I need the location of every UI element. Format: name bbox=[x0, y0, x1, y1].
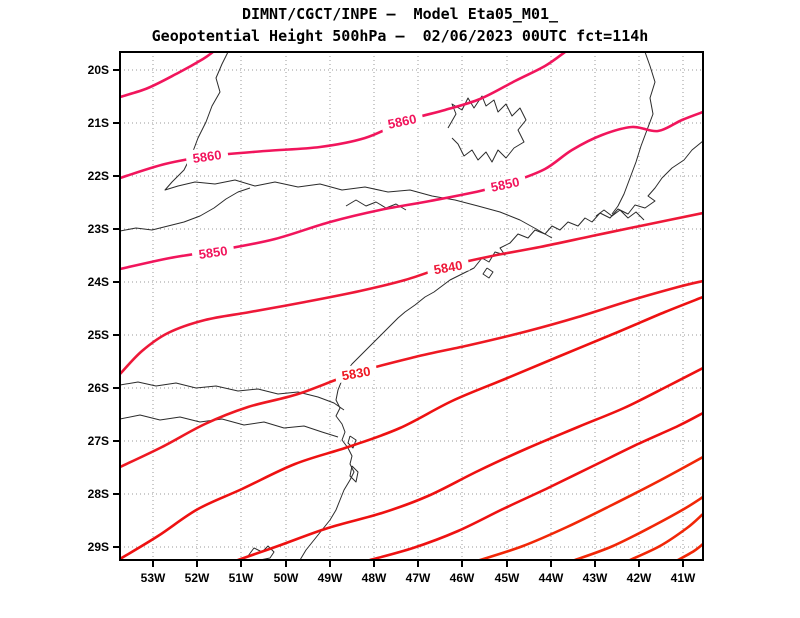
contour-label-text: 5840 bbox=[433, 258, 464, 278]
contour-line-5790 bbox=[478, 455, 703, 560]
y-tick-label: 26S bbox=[88, 381, 109, 395]
island-florianopolis bbox=[349, 465, 359, 483]
reservoir-furnas bbox=[447, 95, 527, 163]
contour-label-5860: 5860 bbox=[185, 145, 229, 166]
y-tick-label: 21S bbox=[88, 116, 109, 130]
contour-label-text: 5830 bbox=[341, 364, 372, 384]
plot-area: 5860 5860 5850 5850 5840 5830 bbox=[120, 52, 703, 560]
x-tick-label: 42W bbox=[627, 571, 652, 585]
x-tick-label: 43W bbox=[583, 571, 608, 585]
y-tick-label: 24S bbox=[88, 275, 109, 289]
y-tick-label: 22S bbox=[88, 169, 109, 183]
chart-title: DIMNT/CGCT/INPE — Model Eta05_M01_ bbox=[241, 5, 559, 23]
contour-line-5810 bbox=[236, 366, 703, 560]
x-tick-label: 47W bbox=[406, 571, 431, 585]
y-tick-label: 23S bbox=[88, 222, 109, 236]
chart-subtitle: Geopotential Height 500hPa — 02/06/2023 … bbox=[151, 27, 649, 45]
contour-line-5830 bbox=[120, 279, 703, 469]
y-tick-label: 25S bbox=[88, 328, 109, 342]
x-tick-label: 48W bbox=[362, 571, 387, 585]
x-tick-label: 53W bbox=[141, 571, 166, 585]
contour-label-text: 5860 bbox=[386, 111, 417, 132]
contour-label-text: 5860 bbox=[192, 147, 223, 166]
contour-line-5760 bbox=[676, 542, 703, 560]
contour-line-5780 bbox=[573, 495, 703, 560]
contour-label-text: 5850 bbox=[198, 243, 229, 262]
lagoon-south bbox=[247, 545, 275, 560]
x-tick-label: 52W bbox=[185, 571, 210, 585]
x-tick-label: 44W bbox=[539, 571, 564, 585]
border-sc bbox=[120, 414, 339, 438]
y-tick-label: 29S bbox=[88, 540, 109, 554]
y-tick-label: 20S bbox=[88, 63, 109, 77]
x-tick-label: 51W bbox=[229, 571, 254, 585]
contour-label-5830: 5830 bbox=[333, 361, 378, 384]
contour-line-5840 bbox=[120, 211, 703, 376]
contour-label-5850: 5850 bbox=[191, 241, 235, 262]
x-tick-label: 41W bbox=[671, 571, 696, 585]
parana-river bbox=[120, 187, 251, 232]
reservoir-tiete bbox=[345, 199, 407, 211]
x-tick-label: 49W bbox=[318, 571, 343, 585]
coastline bbox=[299, 140, 703, 560]
x-tick-label: 45W bbox=[495, 571, 520, 585]
contour-label-5850: 5850 bbox=[482, 171, 527, 196]
plot-frame bbox=[119, 51, 704, 561]
y-tick-label: 27S bbox=[88, 434, 109, 448]
contour-line-5820 bbox=[120, 295, 703, 560]
x-tick-label: 50W bbox=[274, 571, 299, 585]
y-tick-label: 28S bbox=[88, 487, 109, 501]
island-sao-francisco bbox=[347, 435, 357, 449]
contour-line-5800 bbox=[368, 411, 703, 560]
contour-line-5770 bbox=[628, 512, 703, 560]
contour-label-5840: 5840 bbox=[425, 255, 470, 278]
contour-line-5870 bbox=[120, 52, 215, 99]
x-tick-label: 46W bbox=[450, 571, 475, 585]
border-sp-mg bbox=[164, 52, 553, 239]
island-ilhabela bbox=[482, 267, 494, 279]
contour-label-text: 5850 bbox=[489, 174, 520, 195]
bay-islands-rj bbox=[595, 209, 645, 221]
border-pr-sc bbox=[120, 381, 345, 411]
border-rj-mg bbox=[611, 52, 656, 215]
contour-label-5860: 5860 bbox=[379, 108, 424, 133]
